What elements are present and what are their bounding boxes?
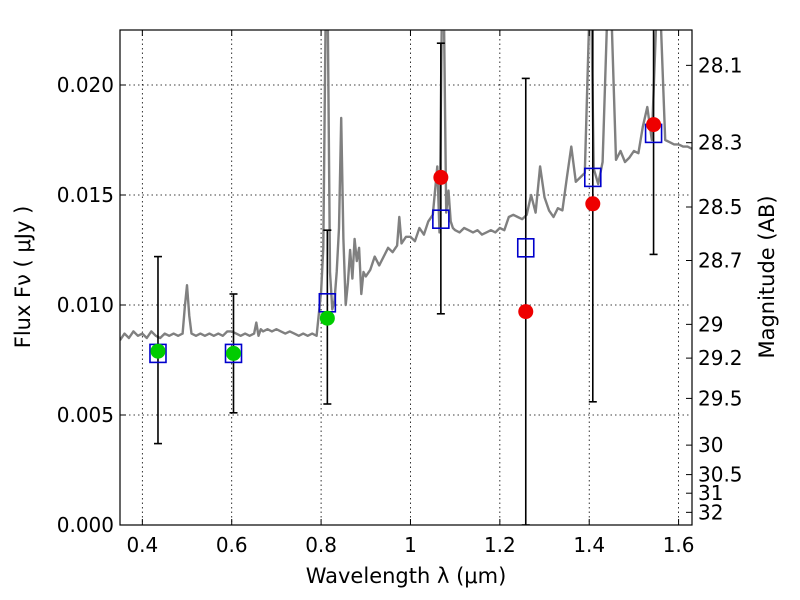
x-tick-label: 0.6 bbox=[216, 533, 248, 557]
x-axis-label: Wavelength λ (μm) bbox=[306, 564, 507, 588]
x-tick-label: 0.8 bbox=[305, 533, 337, 557]
right-tick-label: 28.5 bbox=[698, 195, 743, 219]
right-tick-label: 28.1 bbox=[698, 53, 743, 77]
x-tick-label: 0.4 bbox=[126, 533, 158, 557]
model-photometry-square bbox=[583, 167, 602, 188]
detection-point bbox=[150, 343, 166, 359]
right-tick-label: 29.2 bbox=[698, 346, 743, 370]
right-tick-label: 31 bbox=[698, 481, 723, 505]
y-axis-label-right: Magnitude (AB) bbox=[755, 195, 779, 358]
spectrum-line bbox=[120, 30, 692, 341]
detection-point bbox=[226, 345, 242, 361]
model-photometry-square bbox=[224, 343, 243, 364]
y-axis-label-left: Flux Fν ( μJy ) bbox=[11, 206, 35, 349]
right-tick-label: 29.5 bbox=[698, 386, 743, 410]
plot-frame bbox=[119, 29, 693, 526]
y-tick-label: 0.010 bbox=[57, 293, 114, 317]
nondetection-point bbox=[585, 196, 601, 212]
axis-ticks: 0.4 0.6 0.8 1 1.2 1.4 1.6 0.000 0.005 0.010 0.015 0… bbox=[57, 30, 743, 557]
nondetection-point bbox=[518, 304, 534, 320]
y-tick-label: 0.015 bbox=[57, 183, 114, 207]
nondetection-point bbox=[646, 117, 662, 133]
y-tick-label: 0.000 bbox=[57, 513, 114, 537]
right-tick-label: 29 bbox=[698, 312, 723, 336]
right-tick-label: 30 bbox=[698, 433, 723, 457]
nondetection-point bbox=[433, 169, 449, 185]
right-tick-label: 32 bbox=[698, 500, 723, 524]
y-tick-label: 0.005 bbox=[57, 403, 114, 427]
model-photometry-square bbox=[516, 238, 535, 258]
y-tick-label: 0.020 bbox=[57, 73, 114, 97]
right-tick-label: 28.7 bbox=[698, 249, 743, 273]
x-tick-label: 1.6 bbox=[663, 533, 695, 557]
plot-data bbox=[120, 30, 692, 525]
right-tick-label: 28.3 bbox=[698, 131, 743, 155]
model-photometry-square bbox=[432, 209, 450, 229]
x-tick-label: 1 bbox=[404, 533, 417, 557]
detection-point bbox=[319, 310, 335, 326]
x-tick-label: 1.4 bbox=[573, 533, 605, 557]
x-tick-label: 1.2 bbox=[484, 533, 516, 557]
right-tick-label: 30.5 bbox=[698, 463, 743, 487]
